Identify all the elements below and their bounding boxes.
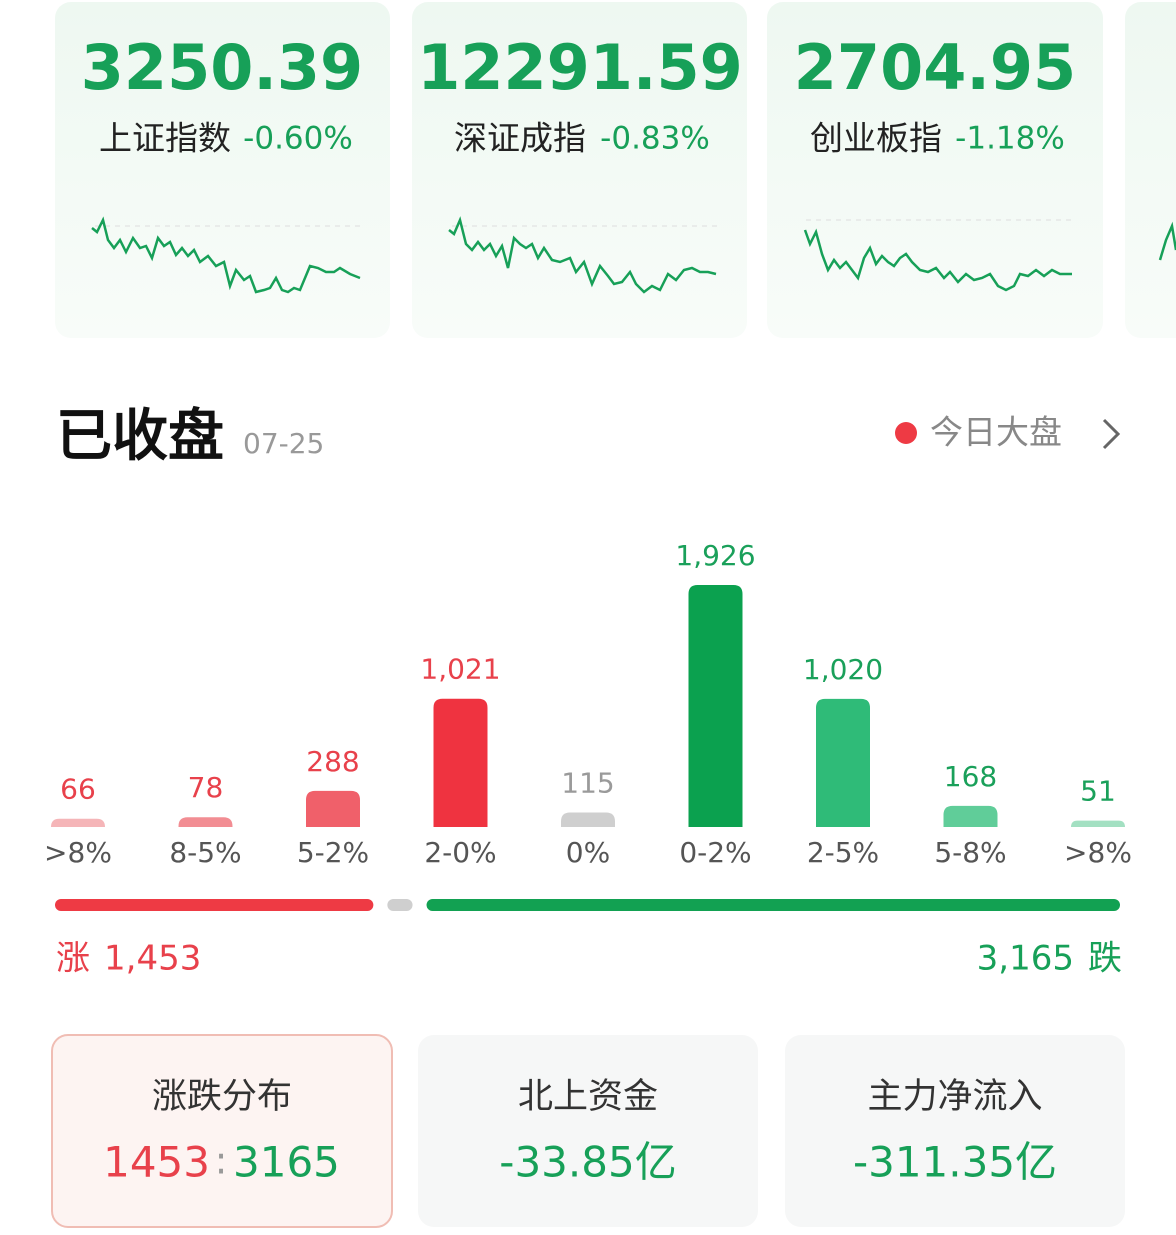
up-count: 1,453 bbox=[104, 939, 201, 979]
value-label: 288 bbox=[306, 745, 359, 778]
index-value: 12291.59 bbox=[417, 31, 743, 104]
distribution-chart: 66 >8% 78 8-5% 288 5-2% 1,021 2-0% 115 0% 1,926 0-2… bbox=[44, 539, 1132, 979]
value-label: 51 bbox=[1080, 775, 1116, 808]
value-label: 115 bbox=[561, 767, 614, 800]
summary-card[interactable]: 主力净流入 -311.35亿 bbox=[785, 1035, 1125, 1227]
sparkline bbox=[91, 216, 361, 294]
value-label: 66 bbox=[60, 773, 96, 806]
bar bbox=[816, 698, 870, 827]
bar bbox=[306, 790, 360, 827]
index-name: 上证指数 bbox=[99, 119, 231, 158]
index-card[interactable]: 3250.39 上证指数 -0.60% bbox=[55, 2, 390, 338]
card-value: -311.35亿 bbox=[853, 1138, 1057, 1187]
value-label: 1,021 bbox=[420, 653, 500, 686]
flat-bar bbox=[387, 899, 413, 911]
index-name: 创业板指 bbox=[810, 119, 942, 158]
index-value: 2704.95 bbox=[794, 31, 1076, 104]
index-name: 深证成指 bbox=[454, 119, 586, 158]
card-bg bbox=[51, 1034, 393, 1228]
card-title: 北上资金 bbox=[518, 1077, 658, 1117]
chevron bbox=[1102, 418, 1121, 450]
index-value: 3250.39 bbox=[81, 31, 363, 104]
status-title: 已收盘 bbox=[56, 404, 224, 469]
sparkline bbox=[448, 216, 717, 294]
down-count: 3,165 bbox=[977, 939, 1074, 979]
index-card[interactable]: 12291.59 深证成指 -0.83% bbox=[412, 2, 747, 338]
summary-card[interactable]: 涨跌分布 1453 : 3165 bbox=[51, 1034, 393, 1228]
bar bbox=[561, 812, 615, 827]
index-change: -1.18% bbox=[955, 121, 1065, 157]
index-card[interactable] bbox=[1125, 2, 1176, 338]
category-label: 5-8% bbox=[934, 836, 1006, 869]
bar bbox=[688, 585, 743, 827]
bar bbox=[1071, 820, 1125, 827]
category-label: 2-5% bbox=[807, 836, 879, 869]
card-title: 主力净流入 bbox=[867, 1077, 1042, 1117]
card-title: 涨跌分布 bbox=[152, 1077, 292, 1117]
down-label: 跌 bbox=[1088, 939, 1122, 979]
up-bar bbox=[55, 899, 374, 911]
card-bg bbox=[418, 1035, 758, 1227]
category-label: 0-2% bbox=[679, 836, 751, 869]
up-label: 涨 bbox=[56, 939, 90, 979]
status-date: 07-25 bbox=[243, 427, 324, 460]
bar bbox=[943, 805, 998, 827]
category-label: 8-5% bbox=[169, 836, 241, 869]
value-label: 78 bbox=[188, 771, 224, 804]
down-bar bbox=[426, 899, 1120, 911]
live-dot bbox=[895, 422, 917, 444]
separator: : bbox=[215, 1139, 228, 1183]
market-link[interactable]: 今日大盘 bbox=[895, 413, 1121, 452]
card-value: -33.85亿 bbox=[499, 1138, 676, 1187]
sparkline bbox=[803, 228, 1072, 292]
sparkline bbox=[1158, 221, 1176, 261]
index-change: -0.60% bbox=[243, 121, 353, 157]
link-text: 今日大盘 bbox=[930, 413, 1062, 452]
bar bbox=[178, 817, 233, 827]
bar bbox=[51, 818, 105, 827]
value-label: 1,926 bbox=[675, 539, 755, 572]
card-bg bbox=[1125, 2, 1176, 338]
value-label: 168 bbox=[944, 760, 997, 793]
card-bg bbox=[767, 2, 1103, 338]
card-bg bbox=[55, 2, 390, 338]
category-label: >8% bbox=[1064, 836, 1132, 869]
category-label: 0% bbox=[566, 836, 610, 869]
category-label: 2-0% bbox=[424, 836, 496, 869]
bar bbox=[433, 698, 488, 827]
summary-card[interactable]: 北上资金 -33.85亿 bbox=[418, 1035, 758, 1227]
index-card[interactable]: 2704.95 创业板指 -1.18% bbox=[767, 2, 1103, 338]
index-change: -0.83% bbox=[600, 121, 710, 157]
up-count: 1453 bbox=[103, 1138, 210, 1187]
category-label: 5-2% bbox=[297, 836, 369, 869]
down-count: 3165 bbox=[233, 1138, 340, 1187]
value-label: 1,020 bbox=[803, 653, 883, 686]
category-label: >8% bbox=[44, 836, 112, 869]
card-bg bbox=[785, 1035, 1125, 1227]
